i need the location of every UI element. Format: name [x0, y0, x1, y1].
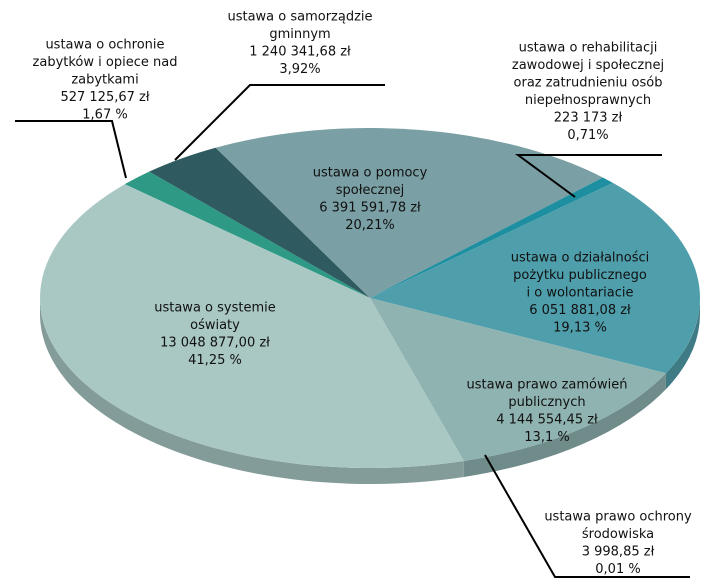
- value-label: 3 998,85 zł: [582, 545, 655, 560]
- slice-label: ustawa o ochronie: [45, 38, 164, 53]
- value-label: 1 240 341,68 zł: [249, 45, 351, 60]
- value-label: 4 144 554,45 zł: [496, 413, 598, 428]
- slice-side: [464, 373, 666, 477]
- percentage-label: 41,25 %: [188, 353, 242, 368]
- value-label: 6 051 881,08 zł: [529, 303, 631, 318]
- percentage-label: 19,13 %: [553, 321, 607, 336]
- slice-label: ustawa o rehabilitacji: [519, 41, 658, 56]
- slice-side: [665, 298, 700, 390]
- slice: [149, 147, 370, 298]
- leader-line: [484, 454, 690, 578]
- slice-label: gminnym: [269, 27, 330, 42]
- percentage-label: 3,92%: [279, 62, 320, 77]
- percentage-label: 1,67 %: [82, 108, 127, 123]
- slice: [370, 182, 700, 374]
- value-label: 6 391 591,78 zł: [319, 201, 421, 216]
- value-label: 13 048 877,00 zł: [160, 336, 270, 351]
- slice-label: zawodowej i społecznej: [512, 58, 664, 73]
- slice-label: i o wolontariacie: [527, 286, 634, 301]
- percentage-label: 13,1 %: [524, 430, 569, 445]
- percentage-label: 0,01 %: [595, 562, 640, 577]
- slice-label: ustawa prawo ochrony: [544, 510, 692, 525]
- slice: [370, 177, 613, 298]
- slice-label: oświaty: [190, 318, 240, 333]
- slice-label: oraz zatrudnieniu osób: [514, 76, 663, 91]
- value-label: 527 125,67 zł: [60, 90, 149, 105]
- slice-label: zabytków i opiece nad: [33, 55, 178, 70]
- percentage-label: 20,21%: [345, 218, 395, 233]
- slice-label: środowiska: [582, 527, 654, 542]
- value-label: 223 173 zł: [554, 111, 623, 126]
- slice-label: publicznych: [508, 395, 585, 410]
- slice: [124, 171, 370, 298]
- leader-line: [15, 120, 127, 179]
- slice: [215, 128, 603, 298]
- slice-label: ustawa o pomocy: [313, 166, 428, 181]
- slice-label: pożytku publicznego: [513, 268, 647, 283]
- leader-line: [174, 84, 385, 161]
- slice: [370, 298, 465, 461]
- percentage-label: 0,71%: [567, 128, 608, 143]
- slice-side: [40, 298, 464, 484]
- slice: [370, 298, 666, 461]
- slice-label: ustawa o samorządzie: [227, 10, 372, 25]
- slice-label: ustawa o działalności: [511, 251, 650, 266]
- slice-label: niepełnosprawnych: [525, 93, 651, 108]
- leader-line: [514, 154, 662, 198]
- slice-label: społecznej: [336, 183, 405, 198]
- slice-label: ustawa prawo zamówień: [467, 378, 628, 393]
- slice-label: zabytkami: [71, 73, 138, 88]
- slice-label: ustawa o systemie: [154, 301, 276, 316]
- slice: [39, 184, 464, 469]
